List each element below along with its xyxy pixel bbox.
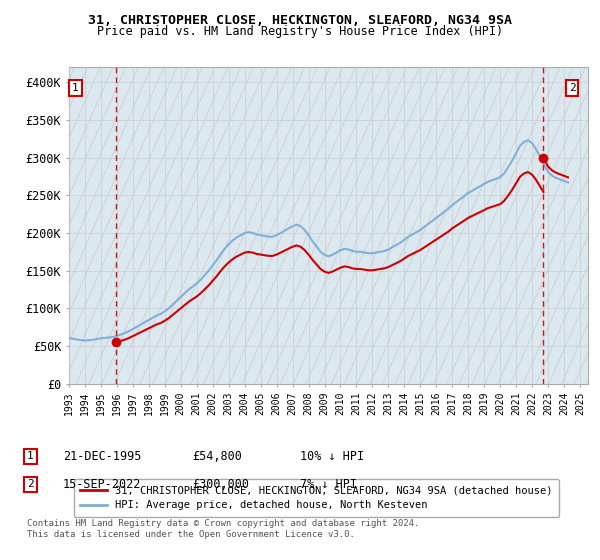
Text: 7% ↓ HPI: 7% ↓ HPI xyxy=(300,478,357,491)
Text: 21-DEC-1995: 21-DEC-1995 xyxy=(63,450,142,463)
Text: Price paid vs. HM Land Registry's House Price Index (HPI): Price paid vs. HM Land Registry's House … xyxy=(97,25,503,38)
Text: 1: 1 xyxy=(27,451,34,461)
Text: 2: 2 xyxy=(569,83,575,93)
Text: 1: 1 xyxy=(72,83,79,93)
Text: £54,800: £54,800 xyxy=(192,450,242,463)
Text: 15-SEP-2022: 15-SEP-2022 xyxy=(63,478,142,491)
Text: 2: 2 xyxy=(27,479,34,489)
Text: 31, CHRISTOPHER CLOSE, HECKINGTON, SLEAFORD, NG34 9SA: 31, CHRISTOPHER CLOSE, HECKINGTON, SLEAF… xyxy=(88,14,512,27)
Legend: 31, CHRISTOPHER CLOSE, HECKINGTON, SLEAFORD, NG34 9SA (detached house), HPI: Ave: 31, CHRISTOPHER CLOSE, HECKINGTON, SLEAF… xyxy=(74,479,559,517)
Text: £300,000: £300,000 xyxy=(192,478,249,491)
Text: 10% ↓ HPI: 10% ↓ HPI xyxy=(300,450,364,463)
Text: Contains HM Land Registry data © Crown copyright and database right 2024.
This d: Contains HM Land Registry data © Crown c… xyxy=(27,520,419,539)
